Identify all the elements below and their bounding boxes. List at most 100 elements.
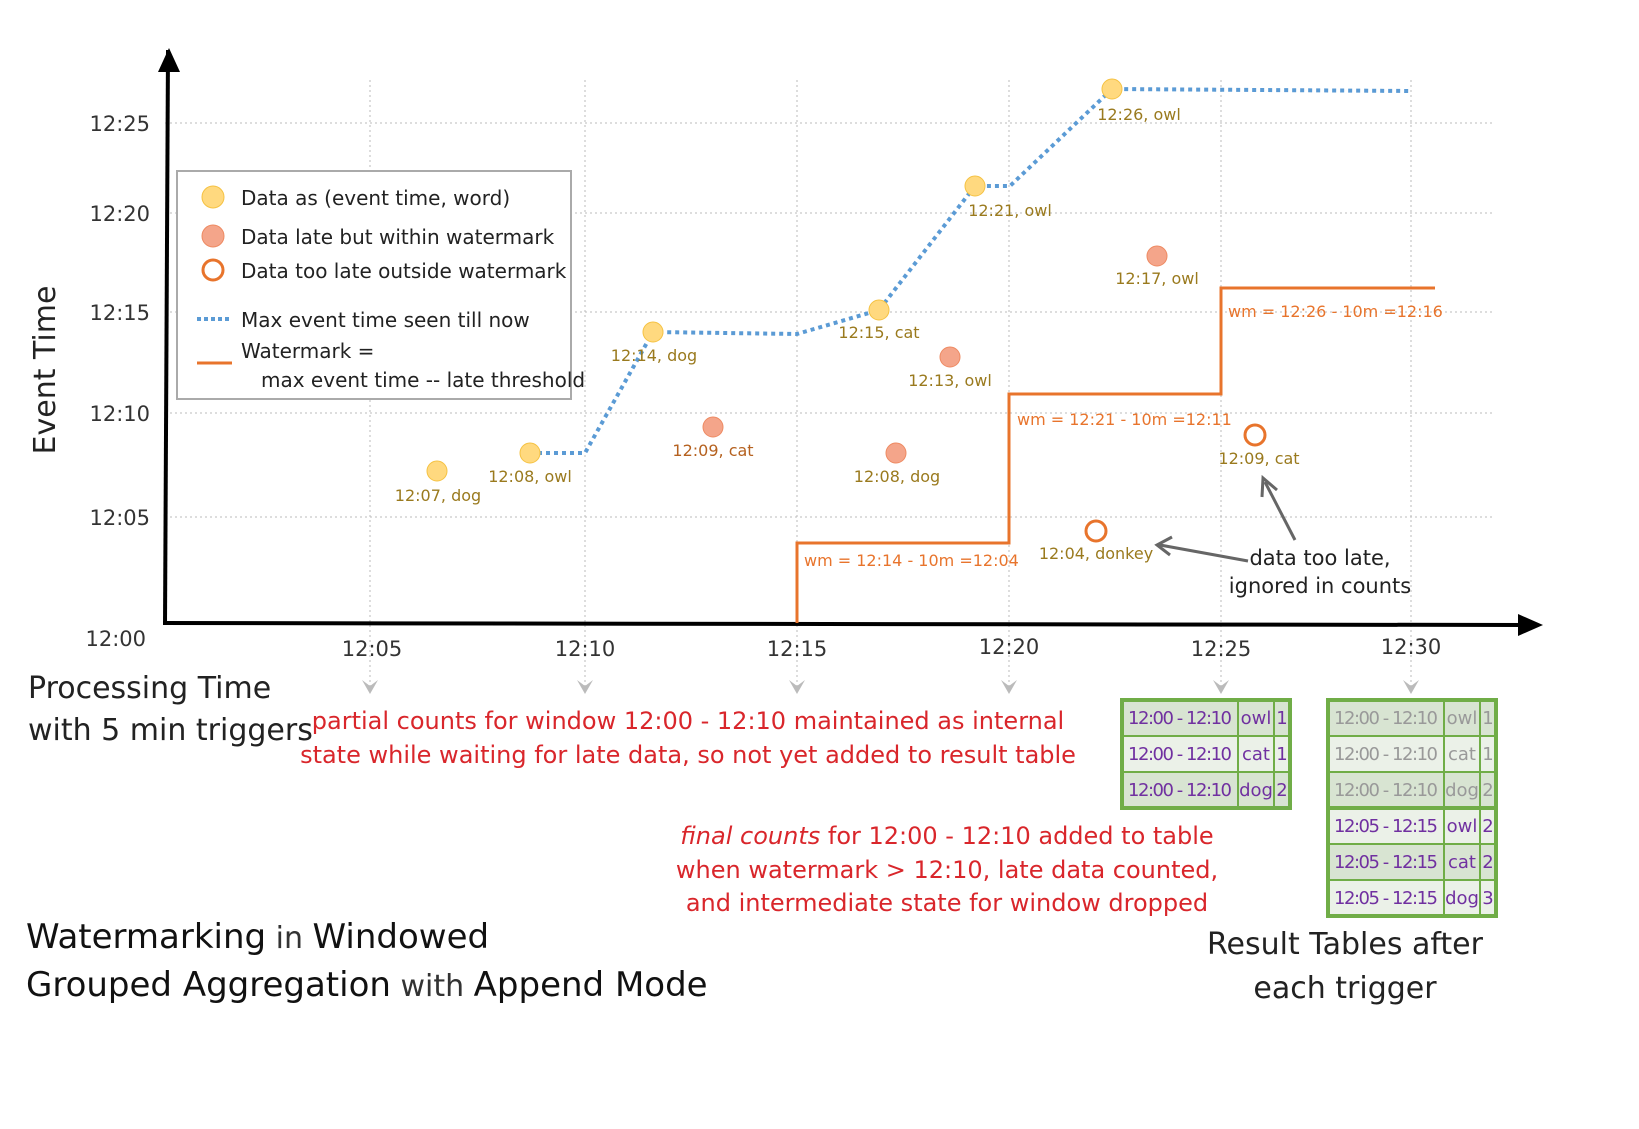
final-counts-note: when watermark > 12:10, late data counte… — [676, 856, 1218, 884]
table-cell: 3 — [1482, 888, 1493, 909]
result-table-12-30: 12:00 - 12:10 owl 112:00 - 12:10 cat 112:00 … — [1326, 698, 1498, 918]
legend-item: Data as (event time, word) — [241, 186, 510, 210]
y-axis — [163, 49, 170, 626]
y-tick: 12:20 — [89, 202, 150, 226]
legend-item: Data too late outside watermark — [241, 259, 567, 283]
table-cell: 1 — [1276, 708, 1287, 729]
table-cell: 12:00 - 12:10 — [1128, 744, 1232, 765]
x-tick: 12:30 — [1381, 635, 1442, 659]
final-counts-note: final counts for 12:00 - 12:10 added to … — [680, 822, 1213, 850]
diagram-title: Watermarking in Windowed — [26, 917, 489, 957]
late-data-point — [885, 442, 907, 464]
point-label: 12:17, owl — [1115, 269, 1199, 288]
y-tick: 12:15 — [89, 301, 150, 325]
final-counts-emphasis: final counts — [680, 822, 820, 850]
point-label: 12:13, owl — [908, 371, 992, 390]
title-part: Append Mode — [474, 965, 708, 1005]
table-cell: 12:00 - 12:10 — [1334, 744, 1438, 765]
y-tick: 12:05 — [89, 506, 150, 530]
y-axis-label: Event Time — [28, 286, 63, 455]
table-cell: cat — [1448, 744, 1476, 765]
table-cell: 1 — [1482, 708, 1493, 729]
too-late-icon — [201, 258, 225, 282]
data-point — [964, 175, 986, 197]
title-part: Windowed — [313, 917, 490, 957]
result-table-12-25: 12:00 - 12:10 owl 1 12:00 - 12:10 cat 1 12:00 … — [1120, 698, 1292, 810]
result-tables-caption: each trigger — [1253, 971, 1437, 1006]
y-tick: 12:10 — [89, 402, 150, 426]
title-part: Grouped Aggregation — [26, 965, 391, 1005]
table-cell: 12:05 - 12:15 — [1334, 852, 1438, 873]
data-point — [426, 460, 448, 482]
table-cell-bg — [1121, 771, 1239, 809]
title-part: with — [391, 969, 474, 1004]
table-cell: cat — [1448, 852, 1476, 873]
data-point — [642, 321, 664, 343]
table-row: 12:05 - 12:15 dog 3 — [1327, 879, 1497, 917]
x-tick: 12:15 — [767, 637, 828, 661]
trigger-arrows — [362, 680, 1419, 694]
point-label: 12:14, dog — [611, 346, 697, 365]
watermark-label: wm = 12:14 - 10m =12:04 — [804, 551, 1019, 570]
legend-item: Max event time seen till now — [241, 308, 530, 332]
legend-item: max event time -- late threshold — [261, 368, 585, 392]
x-axis — [162, 621, 1526, 627]
too-late-data-point — [1084, 519, 1108, 543]
point-label: 12:09, cat — [1218, 449, 1299, 468]
point-label: 12:26, owl — [1097, 105, 1181, 124]
point-label: 12:21, owl — [968, 201, 1052, 220]
table-cell: 1 — [1482, 744, 1493, 765]
final-counts-text: for 12:00 - 12:10 added to table — [820, 822, 1213, 850]
legend-item: Watermark = — [241, 339, 374, 363]
table-cell: owl — [1447, 708, 1478, 729]
table-cell: 12:00 - 12:10 — [1128, 780, 1232, 801]
title-part: in — [266, 921, 312, 956]
table-cell: 2 — [1482, 816, 1493, 837]
diagram-title: Grouped Aggregation with Append Mode — [26, 965, 708, 1005]
table-row: 12:05 - 12:15 owl 2 — [1327, 807, 1497, 845]
too-late-arrows — [1154, 474, 1297, 563]
table-cell: 12:00 - 12:10 — [1334, 780, 1438, 801]
table-cell: 12:05 - 12:15 — [1334, 888, 1438, 909]
table-cell: 12:05 - 12:15 — [1334, 816, 1438, 837]
table-row: 12:00 - 12:10 dog 2 — [1121, 771, 1291, 809]
legend-item: Data late but within watermark — [241, 225, 555, 249]
result-tables-caption: Result Tables after — [1207, 927, 1484, 962]
late-data-icon — [201, 224, 225, 248]
point-label: 12:09, cat — [672, 441, 753, 460]
watermark-label: wm = 12:21 - 10m =12:11 — [1017, 410, 1232, 429]
point-label: 12:07, dog — [395, 486, 481, 505]
legend: Data as (event time, word) Data late but… — [176, 170, 585, 400]
data-point — [519, 442, 541, 464]
table-cell-bg — [1121, 735, 1239, 773]
too-late-note: ignored in counts — [1229, 574, 1411, 598]
table-row: 12:00 - 12:10 owl 1 — [1121, 699, 1291, 737]
table-cell-bg — [1327, 735, 1445, 773]
watermark-line — [795, 286, 1435, 623]
table-cell: owl — [1447, 816, 1478, 837]
y-tick: 12:25 — [89, 112, 150, 136]
y-tick: 12:00 — [85, 627, 146, 651]
table-cell-bg — [1237, 735, 1275, 773]
x-tick: 12:25 — [1191, 637, 1252, 661]
table-cell: cat — [1242, 744, 1270, 765]
late-data-point — [1146, 245, 1168, 267]
table-cell: 12:00 - 12:10 — [1334, 708, 1438, 729]
too-late-note: data too late, — [1249, 546, 1390, 570]
data-icon — [201, 185, 225, 209]
x-tick: 12:05 — [342, 637, 403, 661]
x-axis-label: Processing Time — [28, 671, 271, 706]
x-axis-label: with 5 min triggers — [28, 713, 313, 748]
final-counts-note: and intermediate state for window droppe… — [686, 889, 1208, 917]
table-cell: dog — [1239, 780, 1273, 801]
data-points: 12:07, dog 12:08, owl 12:14, dog 12:09, … — [395, 78, 1300, 563]
table-cell: 2 — [1276, 780, 1287, 801]
table-cell: dog — [1445, 888, 1479, 909]
data-point — [1101, 78, 1123, 100]
table-row: 12:05 - 12:15 cat 2 — [1327, 843, 1497, 881]
title-part: Watermarking — [26, 917, 266, 957]
x-tick: 12:10 — [555, 637, 616, 661]
table-cell: 2 — [1482, 780, 1493, 801]
too-late-data-point — [1243, 423, 1267, 447]
